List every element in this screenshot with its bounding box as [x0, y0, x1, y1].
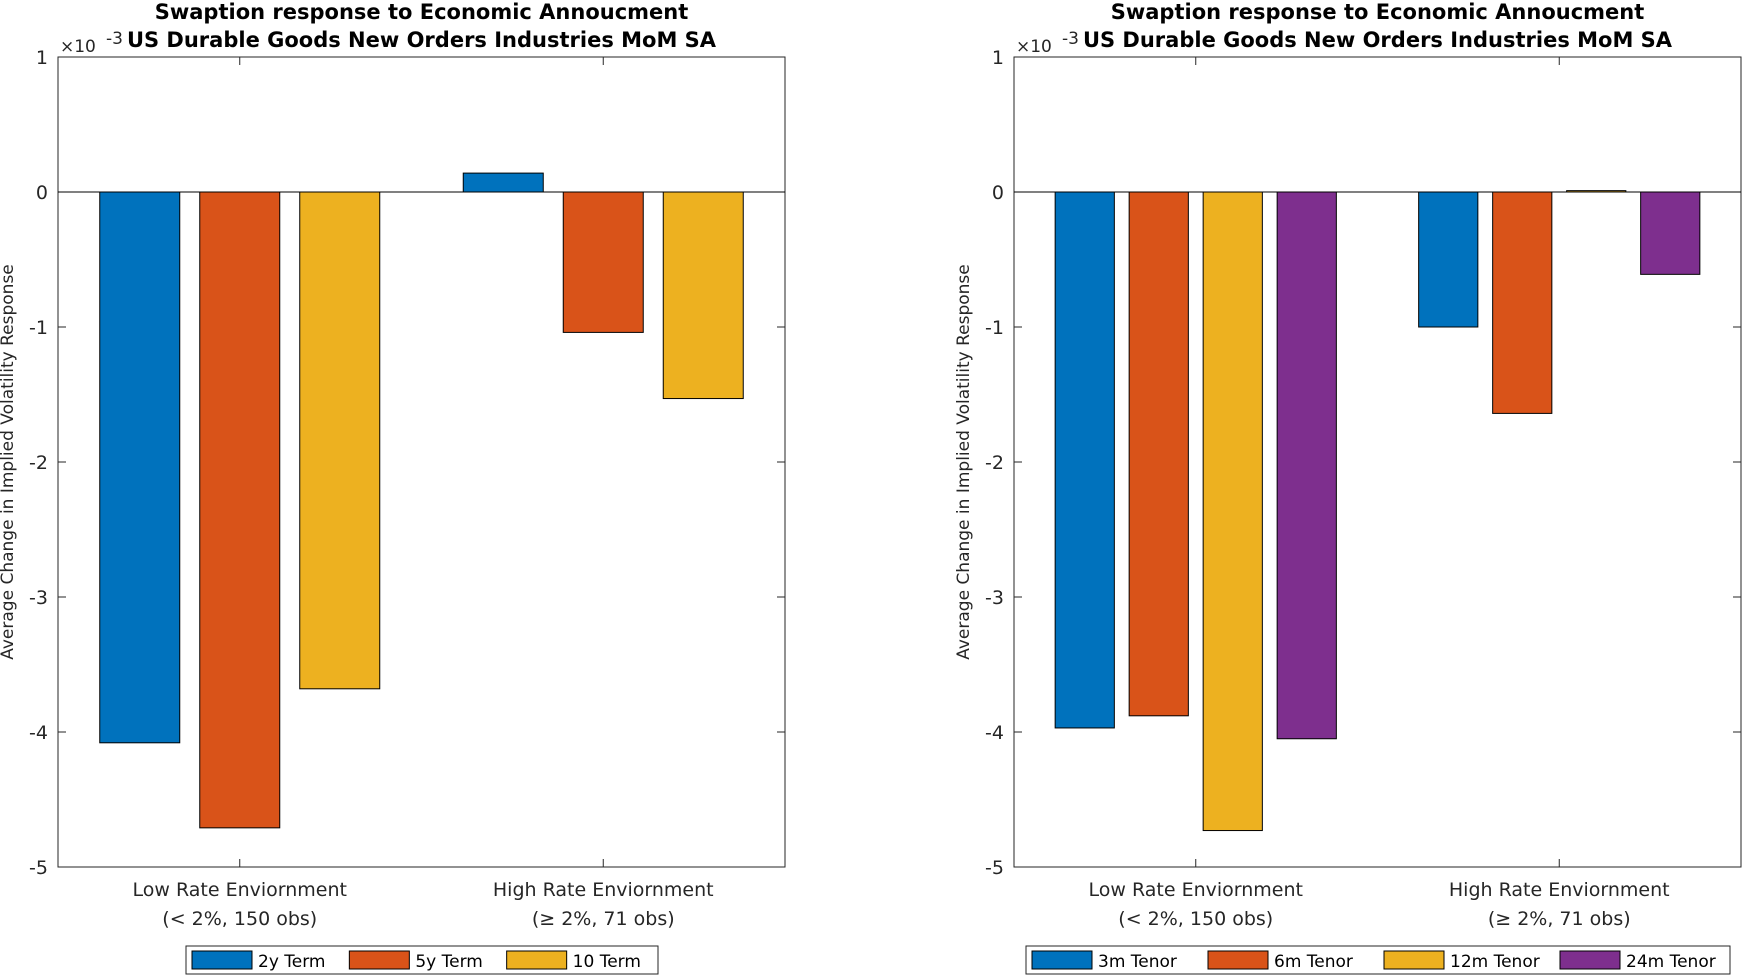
bar-3m-tenor-cat2 [1418, 191, 1479, 328]
chart-subtitle: US Durable Goods New Orders Industries M… [1083, 28, 1673, 52]
legend-swatch [1559, 950, 1621, 970]
bar-2y-term-cat1 [99, 191, 181, 744]
y-tick-label: -4 [985, 722, 1004, 744]
legend-label: 3m Tenor [1098, 952, 1177, 972]
y-tick-label: -3 [985, 587, 1004, 609]
legend-swatch [1031, 950, 1093, 970]
x-category-sublabel: (< 2%, 150 obs) [1118, 908, 1273, 930]
chart-subtitle: US Durable Goods New Orders Industries M… [127, 28, 717, 52]
y-exponent-value: -3 [1062, 29, 1079, 49]
y-tick-label: 1 [36, 47, 48, 69]
bar-24m-tenor-cat1 [1276, 191, 1337, 740]
legend-label: 10 Term [573, 952, 641, 972]
x-category-label: Low Rate Enviornment [1089, 879, 1303, 901]
y-tick-label: -2 [985, 452, 1004, 474]
bar-2y-term-cat2 [462, 172, 544, 193]
bar-6m-tenor-cat1 [1128, 191, 1189, 717]
y-exponent-label: ×10 [1016, 37, 1052, 57]
legend-label: 5y Term [415, 952, 483, 972]
plot-area [1013, 56, 1742, 868]
legend-swatch [506, 950, 568, 970]
x-category-sublabel: (≥ 2%, 71 obs) [532, 908, 675, 930]
legend-label: 2y Term [258, 952, 326, 972]
y-tick-label: 0 [992, 182, 1004, 204]
bar-5y-term-cat1 [199, 191, 281, 829]
y-tick-label: 0 [36, 182, 48, 204]
legend-label: 6m Tenor [1274, 952, 1353, 972]
chart-panel-2: Swaption response to Economic Annoucment… [954, 0, 1742, 975]
y-tick-label: -4 [29, 722, 48, 744]
chart-title: Swaption response to Economic Annoucment [1111, 0, 1645, 24]
chart-panel-1: Swaption response to Economic Annoucment… [0, 0, 786, 975]
bar-5y-term-cat2 [562, 191, 644, 333]
y-tick-label: -2 [29, 452, 48, 474]
legend: 3m Tenor 6m Tenor 12m Tenor 24m Tenor [1025, 945, 1731, 975]
chart-title: Swaption response to Economic Annoucment [155, 0, 689, 24]
bar-12m-tenor-cat1 [1202, 191, 1263, 832]
y-tick-label: -1 [29, 317, 48, 339]
x-category-label: Low Rate Enviornment [133, 879, 347, 901]
legend-box [185, 945, 659, 975]
y-tick-label: -3 [29, 587, 48, 609]
bar-3m-tenor-cat1 [1054, 191, 1115, 729]
legend-swatch [1383, 950, 1445, 970]
x-category-sublabel: (≥ 2%, 71 obs) [1488, 908, 1631, 930]
y-tick-label: -1 [985, 317, 1004, 339]
y-exponent-label: ×10 [60, 37, 96, 57]
legend: 2y Term 5y Term 10 Term [185, 945, 659, 975]
bar-10-term-cat2 [662, 191, 744, 400]
x-category-sublabel: (< 2%, 150 obs) [162, 908, 317, 930]
bar-6m-tenor-cat2 [1492, 191, 1553, 414]
y-exponent-value: -3 [106, 29, 123, 49]
legend-swatch [191, 950, 253, 970]
legend-label: 24m Tenor [1626, 952, 1716, 972]
y-axis-label: Average Change in Implied Volatility Res… [0, 264, 18, 660]
legend-swatch [1207, 950, 1269, 970]
x-category-label: High Rate Enviornment [493, 879, 714, 901]
y-tick-label: 1 [992, 47, 1004, 69]
y-axis-label: Average Change in Implied Volatility Res… [954, 264, 974, 660]
x-category-label: High Rate Enviornment [1449, 879, 1670, 901]
bar-24m-tenor-cat2 [1640, 191, 1701, 275]
legend-swatch [348, 950, 410, 970]
y-tick-label: -5 [985, 857, 1004, 879]
bar-10-term-cat1 [299, 191, 381, 690]
legend-label: 12m Tenor [1450, 952, 1540, 972]
y-tick-label: -5 [29, 857, 48, 879]
